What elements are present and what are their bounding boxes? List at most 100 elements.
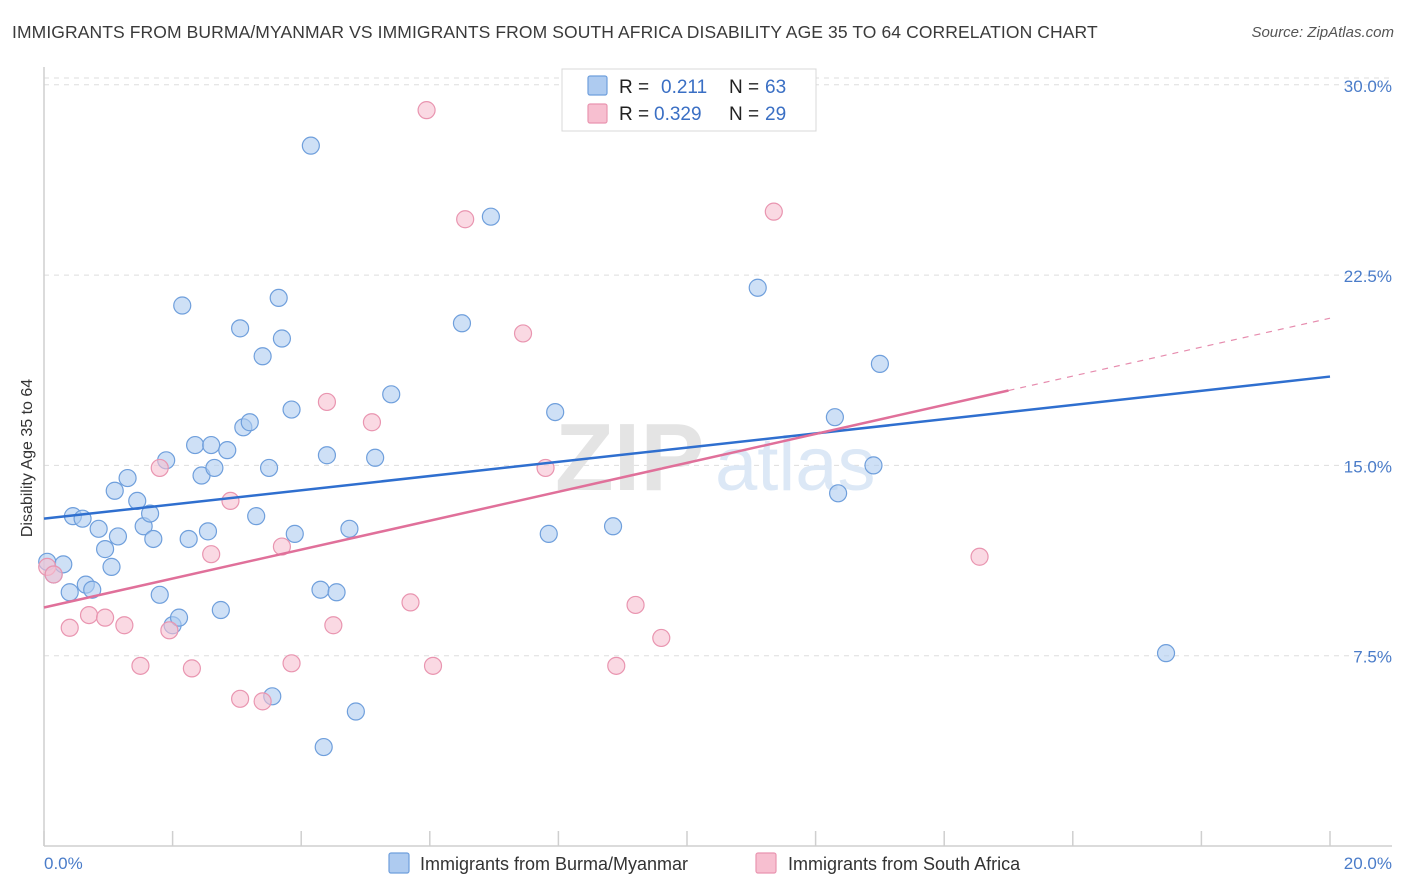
burma-point-60 — [864, 456, 883, 475]
correlation-legend: R = 0.211 N = 63 R = 0.329 N = 29 — [561, 68, 817, 132]
burma-point-11 — [105, 481, 124, 500]
burma-point-27 — [202, 435, 221, 455]
burma-point-3 — [60, 583, 79, 602]
burma-point-55 — [603, 517, 623, 536]
burma-point-43 — [311, 580, 330, 599]
south-africa-point-21 — [423, 656, 443, 675]
burma-point-58 — [825, 408, 844, 427]
burma-point-42 — [301, 136, 320, 155]
south-africa-point-2 — [60, 618, 79, 637]
south-africa-point-1 — [44, 565, 63, 584]
burma-point-49 — [366, 448, 385, 467]
legend-r-label-south-africa: R = — [619, 104, 649, 125]
burma-point-23 — [179, 529, 198, 549]
burma-point-62 — [1156, 644, 1176, 663]
y-axis-label: Disability Age 35 to 64 — [19, 379, 36, 537]
series-legend: Immigrants from Burma/Myanmar Immigrants… — [388, 852, 1021, 874]
south-africa-point-4 — [95, 608, 115, 627]
south-africa-point-7 — [150, 458, 169, 478]
y-tick-label-3: 30.0% — [1344, 77, 1392, 96]
south-africa-point-9 — [182, 659, 201, 678]
burma-point-28 — [205, 458, 224, 478]
south-africa-point-6 — [131, 656, 150, 675]
burma-point-46 — [327, 583, 346, 602]
burma-point-52 — [481, 207, 500, 226]
legend-r-value-south-africa: 0.329 — [654, 104, 702, 125]
burma-point-21 — [169, 608, 189, 627]
x-tick-label-max: 20.0% — [1344, 854, 1392, 873]
legend-r-label-burma: R = — [619, 77, 649, 98]
south-africa-point-20 — [417, 101, 436, 120]
legend-n-value-south-africa: 29 — [765, 104, 786, 125]
burma-point-22 — [173, 296, 192, 315]
bottom-legend-label-burma: Immigrants from Burma/Myanmar — [420, 854, 688, 874]
chart-title: IMMIGRANTS FROM BURMA/MYANMAR VS IMMIGRA… — [12, 22, 1098, 42]
south-africa-point-19 — [401, 593, 420, 612]
south-africa-point-12 — [231, 689, 250, 708]
burma-point-61 — [870, 354, 890, 373]
burma-point-34 — [247, 507, 266, 526]
watermark-zip: ZIP — [555, 404, 704, 511]
burma-point-53 — [539, 524, 558, 543]
burma-point-30 — [218, 441, 237, 460]
south-africa-point-23 — [513, 324, 533, 343]
burma-point-50 — [382, 385, 401, 404]
burma-point-24 — [186, 435, 205, 455]
south-africa-point-11 — [221, 491, 240, 511]
burma-point-47 — [340, 519, 359, 538]
burma-point-18 — [150, 585, 169, 604]
south-africa-point-5 — [115, 616, 134, 635]
south-africa-point-28 — [764, 202, 783, 221]
burma-point-36 — [259, 458, 279, 478]
grid-lines — [44, 77, 1392, 657]
y-tick-label-2: 22.5% — [1344, 267, 1392, 286]
bottom-legend-label-south-africa: Immigrants from South Africa — [788, 854, 1021, 874]
south-africa-point-8 — [160, 621, 179, 640]
bottom-legend-swatch-burma — [388, 852, 410, 874]
burma-point-45 — [317, 446, 337, 465]
x-ticks — [43, 831, 1331, 846]
burma-point-26 — [198, 522, 218, 541]
legend-r-value-burma: 0.211 — [661, 77, 707, 98]
south-africa-point-25 — [607, 656, 626, 675]
burma-point-7 — [83, 580, 102, 599]
burma-point-13 — [118, 468, 137, 488]
burma-point-59 — [829, 484, 848, 503]
y-tick-label-0: 7.5% — [1353, 648, 1392, 667]
burma-point-40 — [282, 400, 301, 419]
burma-point-51 — [452, 314, 472, 333]
south-africa-point-27 — [652, 628, 671, 648]
south-africa-point-22 — [456, 210, 475, 229]
burma-point-54 — [546, 402, 565, 422]
south-africa-point-3 — [79, 605, 99, 625]
series-burma-points — [38, 101, 1176, 757]
trend-line-south-africa — [43, 389, 1009, 609]
burma-point-16 — [140, 504, 160, 523]
burma-point-39 — [272, 329, 292, 348]
legend-swatch-burma — [587, 75, 608, 96]
burma-point-31 — [231, 319, 250, 338]
south-africa-point-13 — [253, 692, 272, 711]
legend-n-label-south-africa: N = — [729, 104, 759, 125]
legend-swatch-south-africa — [587, 103, 608, 124]
south-africa-point-10 — [202, 545, 221, 564]
legend-n-value-burma: 63 — [765, 77, 786, 98]
axes — [43, 67, 1392, 847]
burma-point-9 — [95, 540, 115, 559]
burma-point-35 — [253, 347, 272, 366]
y-tick-label-1: 15.0% — [1344, 457, 1392, 476]
burma-point-17 — [144, 529, 163, 549]
y-tick-labels: 7.5% 15.0% 22.5% 30.0% — [1344, 77, 1392, 667]
bottom-legend-swatch-south-africa — [755, 852, 777, 874]
trend-line-south-africa-extension — [1008, 317, 1331, 392]
south-africa-point-15 — [282, 654, 301, 673]
burma-point-12 — [108, 527, 128, 546]
x-tick-label-min: 0.0% — [44, 854, 83, 873]
south-africa-point-18 — [362, 413, 382, 432]
burma-point-48 — [346, 702, 365, 721]
burma-point-44 — [314, 737, 333, 757]
burma-point-38 — [269, 288, 288, 308]
trend-lines — [43, 317, 1331, 609]
legend-n-label-burma: N = — [729, 77, 759, 98]
